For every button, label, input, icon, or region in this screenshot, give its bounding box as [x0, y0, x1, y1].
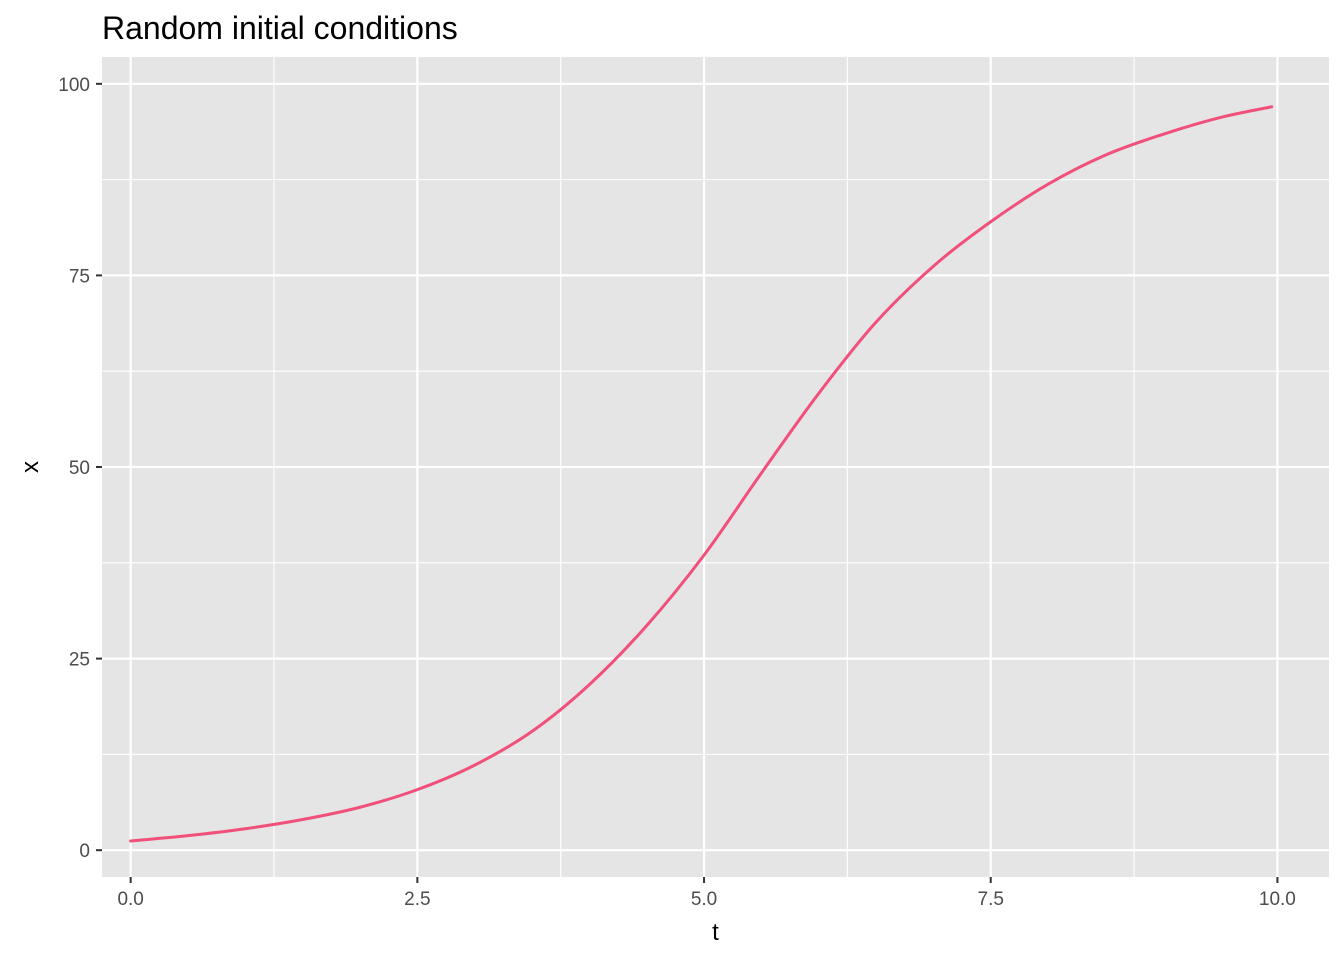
y-tick-label: 75	[69, 266, 90, 287]
x-tick-label: 0.0	[117, 889, 143, 910]
x-tick-label: 10.0	[1259, 889, 1296, 910]
y-tick-label: 50	[69, 458, 90, 479]
chart-title: Random initial conditions	[102, 10, 458, 46]
series-line	[129, 105, 1274, 843]
x-tick-label: 5.0	[691, 889, 717, 910]
x-tick-label: 7.5	[978, 889, 1004, 910]
y-tick-label: 0	[79, 841, 90, 862]
y-tick-label: 100	[58, 75, 90, 96]
x-tick-label: 2.5	[404, 889, 430, 910]
y-axis-title: x	[17, 461, 44, 473]
x-axis-title: t	[712, 919, 719, 946]
y-tick-label: 25	[69, 650, 90, 671]
